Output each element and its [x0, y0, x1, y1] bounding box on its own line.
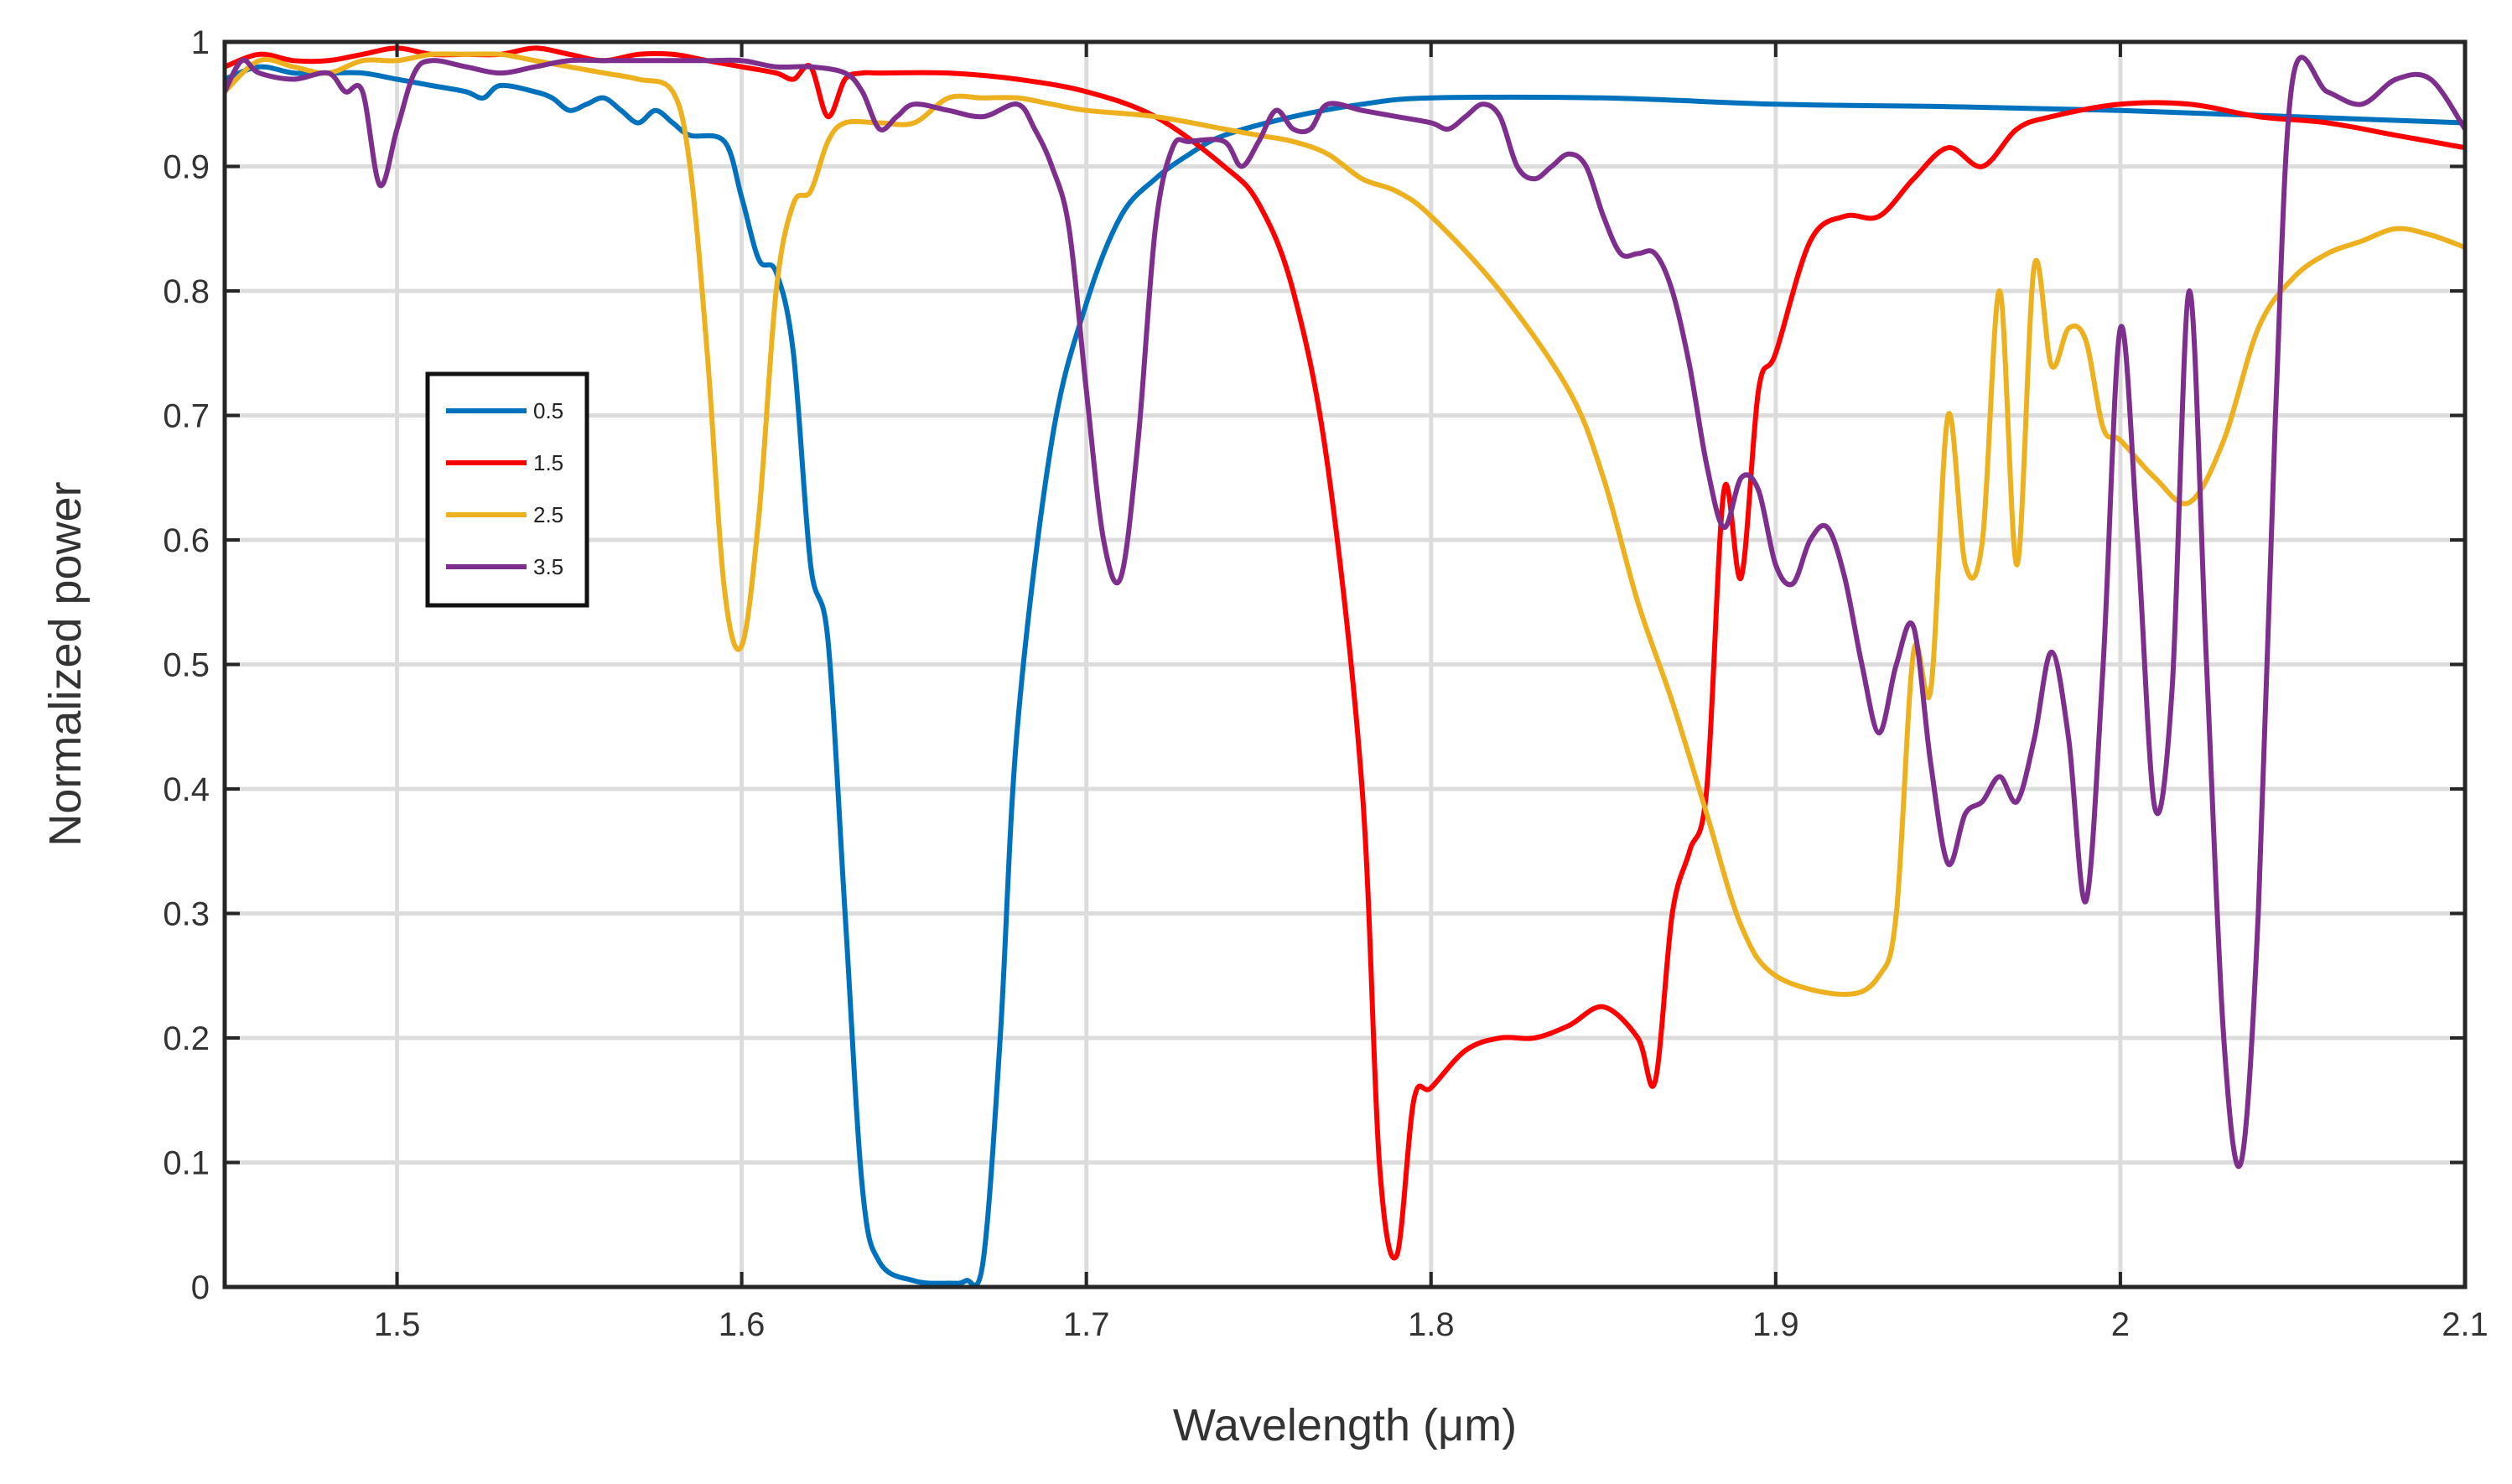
x-tick-label: 1.8: [1408, 1306, 1455, 1343]
y-tick-label: 0.3: [163, 896, 210, 933]
series-line-3-5: [225, 54, 2465, 1170]
legend: 0.5 1.5 2.5 3.5: [425, 371, 589, 608]
x-tick-label: 1.7: [1063, 1306, 1110, 1343]
tick-labels: 1.5 1.6 1.7 1.8 1.9 2 2.1 0 0.1 0.2 0.3 0.4 0.5 0.6 0.…: [163, 24, 2488, 1343]
legend-label-1-5: 1.5: [533, 450, 563, 475]
legend-label-3-5: 3.5: [533, 554, 563, 579]
y-tick-label: 0.6: [163, 522, 210, 559]
grid: [225, 42, 2468, 1287]
ticks: [225, 40, 2467, 1289]
y-tick-label: 0.1: [163, 1145, 210, 1182]
y-tick-label: 1: [191, 24, 210, 61]
series-line-0-5: [225, 64, 2465, 1287]
y-tick-label: 0.2: [163, 1020, 210, 1057]
y-tick-label: 0: [191, 1269, 210, 1306]
y-axis-label: Normalized power: [40, 481, 91, 846]
legend-label-0-5: 0.5: [533, 398, 563, 423]
y-tick-label: 0.7: [163, 398, 210, 435]
legend-label-2-5: 2.5: [533, 502, 563, 527]
series-lines: [225, 45, 2465, 1287]
x-axis-label: Wavelength (μm): [1173, 1400, 1517, 1450]
x-tick-label: 1.9: [1752, 1306, 1799, 1343]
y-tick-label: 0.4: [163, 771, 210, 808]
x-tick-label: 2: [2111, 1306, 2130, 1343]
series-line-1-5: [225, 45, 2465, 1261]
y-tick-label: 0.9: [163, 149, 210, 186]
x-tick-label: 1.6: [719, 1306, 766, 1343]
y-tick-label: 0.8: [163, 273, 210, 310]
x-tick-label: 2.1: [2442, 1306, 2489, 1343]
series-line-2-5: [225, 51, 2465, 997]
legend-entries: 0.5 1.5 2.5 3.5: [446, 398, 563, 579]
y-tick-label: 0.5: [163, 647, 210, 684]
x-tick-label: 1.5: [374, 1306, 421, 1343]
